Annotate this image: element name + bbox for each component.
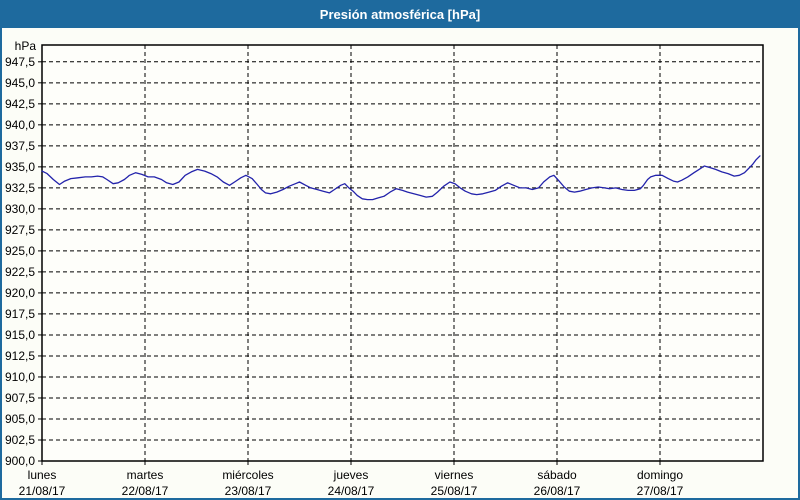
- y-tick-label: 910,0: [5, 370, 35, 384]
- y-tick-label: 922,5: [5, 265, 35, 279]
- x-tick-day-label: domingo: [637, 468, 683, 482]
- pressure-series-line: [41, 155, 761, 201]
- x-tick-day-label: martes: [127, 468, 164, 482]
- x-tick-day-label: sábado: [537, 468, 577, 482]
- x-tick-date-label: 22/08/17: [122, 484, 169, 498]
- plot-area: [42, 45, 763, 461]
- y-tick-label: 942,5: [5, 97, 35, 111]
- y-tick-label: 937,5: [5, 139, 35, 153]
- y-tick-label: 932,5: [5, 181, 35, 195]
- x-tick-day-label: jueves: [333, 468, 369, 482]
- y-tick-label: 920,0: [5, 286, 35, 300]
- y-tick-label: 907,5: [5, 391, 35, 405]
- y-tick-label: 902,5: [5, 433, 35, 447]
- x-tick-day-label: lunes: [28, 468, 57, 482]
- x-tick-day-label: viernes: [435, 468, 474, 482]
- y-tick-label: 925,0: [5, 244, 35, 258]
- y-tick-label: 940,0: [5, 118, 35, 132]
- chart-title-bar: Presión atmosférica [hPa]: [2, 2, 798, 28]
- y-tick-label: 900,0: [5, 454, 35, 468]
- x-tick-date-label: 21/08/17: [19, 484, 66, 498]
- y-tick-label: 930,0: [5, 202, 35, 216]
- x-tick-date-label: 23/08/17: [225, 484, 272, 498]
- y-tick-label: 927,5: [5, 223, 35, 237]
- x-tick-date-label: 25/08/17: [431, 484, 478, 498]
- chart-title: Presión atmosférica [hPa]: [319, 7, 481, 22]
- x-tick-date-label: 27/08/17: [637, 484, 684, 498]
- x-tick-date-label: 26/08/17: [534, 484, 581, 498]
- y-tick-label: 912,5: [5, 349, 35, 363]
- plot-frame: [41, 44, 764, 462]
- y-tick-label: 915,0: [5, 328, 35, 342]
- y-tick-label: 947,5: [5, 55, 35, 69]
- y-axis-unit-label: hPa: [15, 39, 37, 53]
- x-tick-day-label: miércoles: [222, 468, 273, 482]
- x-tick-date-label: 24/08/17: [328, 484, 375, 498]
- y-tick-label: 917,5: [5, 307, 35, 321]
- y-tick-label: 935,0: [5, 160, 35, 174]
- y-tick-label: 945,0: [5, 76, 35, 90]
- y-tick-label: 905,0: [5, 412, 35, 426]
